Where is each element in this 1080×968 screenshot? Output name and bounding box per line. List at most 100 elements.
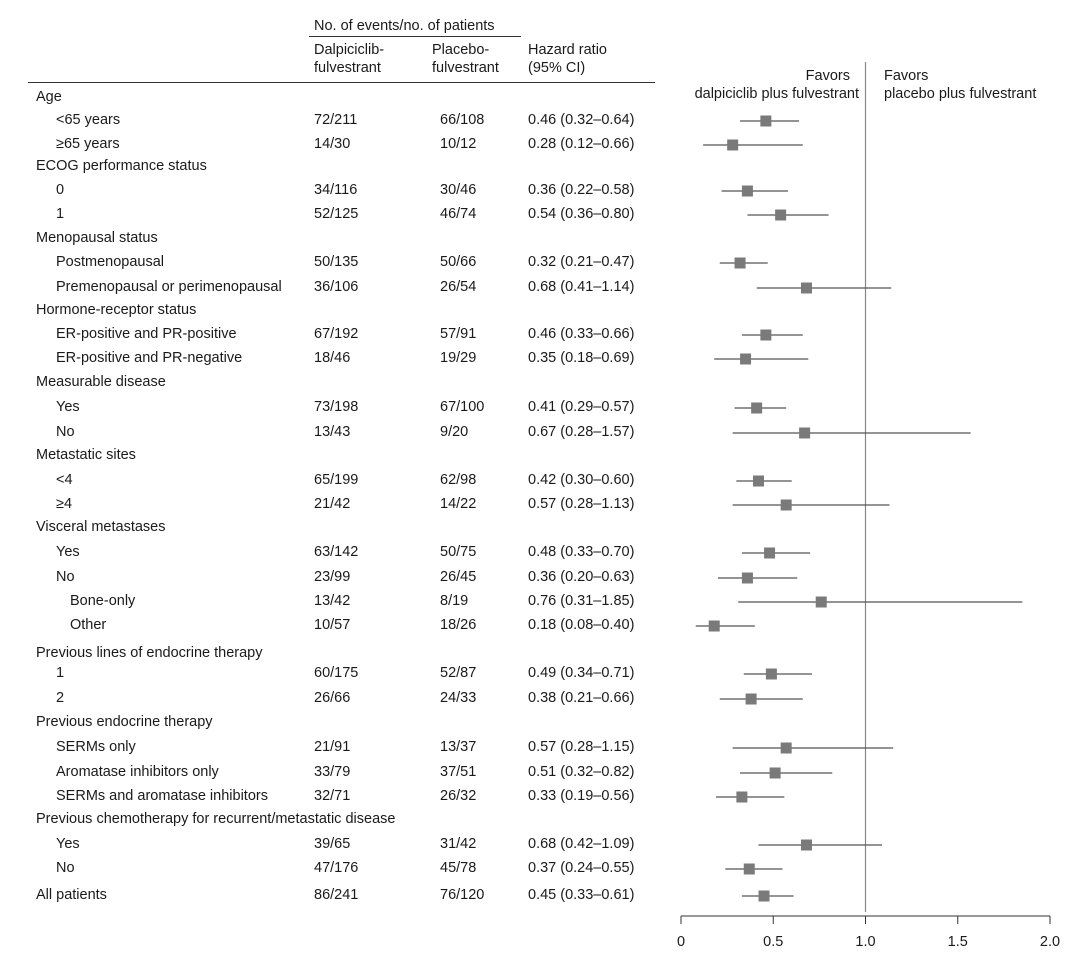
subgroup-label: Yes (56, 399, 80, 415)
group-label: Previous lines of endocrine therapy (36, 645, 263, 661)
subgroup-label: 1 (56, 665, 65, 681)
hazard-ratio-text: 0.46 (0.32–0.64) (528, 112, 635, 128)
placebo-events: 26/45 (440, 569, 477, 585)
dalpiciclib-events: 33/79 (314, 764, 351, 780)
dalpiciclib-events: 50/135 (314, 254, 359, 270)
hazard-ratio-text: 0.76 (0.31–1.85) (528, 593, 635, 609)
placebo-events: 24/33 (440, 690, 477, 706)
placebo-events: 10/12 (440, 136, 477, 152)
placebo-events: 31/42 (440, 836, 477, 852)
hazard-ratio-text: 0.36 (0.22–0.58) (528, 182, 635, 198)
hr-marker (741, 572, 753, 584)
placebo-events: 52/87 (440, 665, 477, 681)
hr-marker (752, 475, 764, 487)
subgroup-label: Yes (56, 836, 80, 852)
subgroup-label: Postmenopausal (56, 254, 165, 270)
placebo-events: 57/91 (440, 326, 477, 342)
group-label: Menopausal status (36, 230, 158, 246)
hazard-ratio-text: 0.68 (0.42–1.09) (528, 836, 635, 852)
subgroup-label: ER-positive and PR-positive (56, 326, 237, 342)
hr-marker (760, 115, 772, 127)
placebo-events: 9/20 (440, 424, 469, 440)
dalpiciclib-events: 86/241 (314, 887, 359, 903)
subgroup-label: ≥65 years (56, 136, 120, 152)
dalpiciclib-events: 14/30 (314, 136, 351, 152)
hazard-ratio-text: 0.48 (0.33–0.70) (528, 544, 635, 560)
placebo-events: 37/51 (440, 764, 477, 780)
hr-marker (780, 742, 792, 754)
dalpiciclib-events: 73/198 (314, 399, 359, 415)
hazard-ratio-text: 0.57 (0.28–1.15) (528, 739, 635, 755)
placebo-events: 26/54 (440, 279, 477, 295)
dalpiciclib-events: 13/42 (314, 593, 351, 609)
dalpiciclib-events: 65/199 (314, 472, 359, 488)
subgroup-label: 0 (56, 182, 65, 198)
dalpiciclib-events: 23/99 (314, 569, 351, 585)
col-header-dalpiciclib-line1: Dalpiciclib- (314, 42, 385, 58)
dalpiciclib-events: 13/43 (314, 424, 351, 440)
subgroup-label: Bone-only (70, 593, 136, 609)
col-header-placebo-line2: fulvestrant (432, 60, 499, 76)
subgroup-label: ≥4 (56, 496, 73, 512)
hr-marker (769, 767, 781, 779)
hr-marker (736, 791, 748, 803)
placebo-events: 66/108 (440, 112, 485, 128)
favors-right-line1: Favors (884, 68, 929, 84)
x-tick-label: 0 (677, 934, 685, 950)
subgroup-label: Premenopausal or perimenopausal (56, 279, 282, 295)
dalpiciclib-events: 10/57 (314, 617, 351, 633)
hr-marker (741, 185, 753, 197)
placebo-events: 26/32 (440, 788, 477, 804)
subgroup-label: No (56, 424, 75, 440)
hr-marker (800, 282, 812, 294)
x-tick-label: 2.0 (1040, 934, 1060, 950)
placebo-events: 46/74 (440, 206, 477, 222)
favors-right-line2: placebo plus fulvestrant (884, 86, 1037, 102)
events-group-underline (309, 36, 521, 37)
group-label: Age (36, 89, 62, 105)
dalpiciclib-events: 18/46 (314, 350, 351, 366)
hr-marker (815, 596, 827, 608)
hazard-ratio-text: 0.33 (0.19–0.56) (528, 788, 635, 804)
hazard-ratio-text: 0.28 (0.12–0.66) (528, 136, 635, 152)
placebo-events: 14/22 (440, 496, 477, 512)
hazard-ratio-text: 0.41 (0.29–0.57) (528, 399, 635, 415)
favors-left-line2: dalpiciclib plus fulvestrant (694, 86, 859, 102)
group-label: Previous endocrine therapy (36, 714, 213, 730)
subgroup-label: <65 years (56, 112, 121, 128)
subgroup-label: No (56, 860, 75, 876)
placebo-events: 76/120 (440, 887, 485, 903)
subgroup-label: Other (70, 617, 107, 633)
subgroup-label: 1 (56, 206, 65, 222)
col-header-placebo-line1: Placebo- (432, 42, 490, 58)
hr-marker (708, 620, 720, 632)
x-tick-label: 0.5 (763, 934, 783, 950)
placebo-events: 50/66 (440, 254, 477, 270)
hr-marker (780, 499, 792, 511)
subgroup-label: No (56, 569, 75, 585)
group-label: Metastatic sites (36, 447, 136, 463)
col-header-hazard-ratio-line2: (95% CI) (528, 60, 586, 76)
hr-marker (764, 547, 776, 559)
dalpiciclib-events: 60/175 (314, 665, 359, 681)
hazard-ratio-text: 0.18 (0.08–0.40) (528, 617, 635, 633)
hazard-ratio-text: 0.37 (0.24–0.55) (528, 860, 635, 876)
hr-marker (800, 839, 812, 851)
group-label: ECOG performance status (36, 158, 207, 174)
hazard-ratio-text: 0.68 (0.41–1.14) (528, 279, 635, 295)
hazard-ratio-text: 0.35 (0.18–0.69) (528, 350, 635, 366)
group-label: Measurable disease (36, 374, 166, 390)
hr-marker (799, 427, 811, 439)
col-header-hazard-ratio-line1: Hazard ratio (528, 42, 607, 58)
placebo-events: 30/46 (440, 182, 477, 198)
favors-left-line1: Favors (805, 68, 850, 84)
dalpiciclib-events: 72/211 (314, 112, 358, 128)
hazard-ratio-text: 0.42 (0.30–0.60) (528, 472, 635, 488)
placebo-events: 67/100 (440, 399, 485, 415)
subgroup-label: SERMs and aromatase inhibitors (56, 788, 268, 804)
dalpiciclib-events: 63/142 (314, 544, 359, 560)
hazard-ratio-text: 0.51 (0.32–0.82) (528, 764, 635, 780)
dalpiciclib-events: 34/116 (314, 182, 358, 198)
dalpiciclib-events: 21/91 (314, 739, 351, 755)
placebo-events: 50/75 (440, 544, 477, 560)
